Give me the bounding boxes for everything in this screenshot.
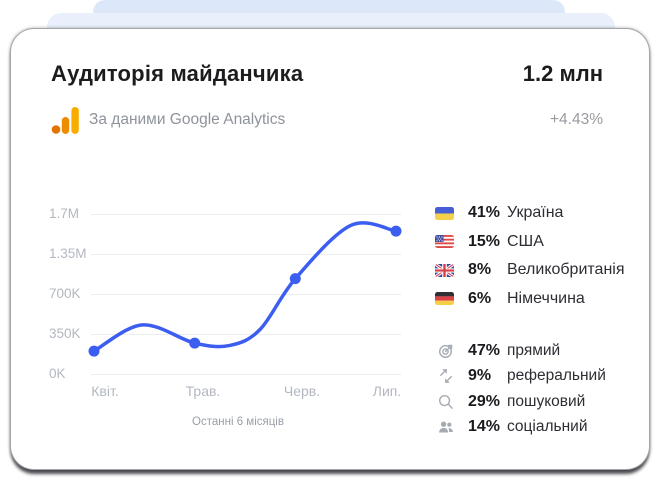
country-percent: 41% xyxy=(468,204,501,222)
chart-caption: Останні 6 місяців xyxy=(192,416,284,428)
chart-point xyxy=(189,337,201,349)
source-name: прямий xyxy=(507,341,561,359)
target-icon xyxy=(438,343,454,359)
country-name: Великобританія xyxy=(507,261,625,279)
country-percent: 8% xyxy=(468,261,492,279)
social-icon xyxy=(438,419,454,435)
x-axis-tick: Черв. xyxy=(283,383,321,399)
y-axis-tick: 1.7M xyxy=(49,206,80,221)
x-axis-tick: Квіт. xyxy=(91,383,119,399)
gridline xyxy=(91,294,401,295)
gridline xyxy=(91,334,401,335)
card-subheader: За даними Google Analytics +4.43% xyxy=(51,105,603,135)
country-percent: 6% xyxy=(468,289,492,307)
country-name: Німеччина xyxy=(507,289,585,307)
uk-flag-icon xyxy=(435,263,454,277)
audience-total-value: 1.2 млн xyxy=(522,61,603,86)
country-percent: 15% xyxy=(468,232,501,250)
chart-point xyxy=(88,345,100,357)
country-name: США xyxy=(507,232,544,250)
audience-card: Аудиторія майданчика 1.2 млн За даними G… xyxy=(10,28,650,470)
source-percent: 47% xyxy=(468,341,501,359)
legend-row-germany: 6% Німеччина xyxy=(435,285,625,314)
legend-row-search: 29% пошуковий xyxy=(435,389,606,415)
data-source: За даними Google Analytics xyxy=(51,106,285,134)
search-icon xyxy=(438,394,454,410)
legend-row-social: 14% соціальний xyxy=(435,415,606,441)
source-name: соціальний xyxy=(507,418,588,436)
referral-icon xyxy=(438,368,454,384)
source-percent: 29% xyxy=(468,392,501,410)
gridline xyxy=(91,214,401,215)
country-name: Україна xyxy=(507,204,564,222)
legend-row-uk: 8% Великобританія xyxy=(435,256,625,285)
traffic-sources-legend: 47% прямий 9% реферальний xyxy=(435,338,606,440)
y-axis-tick: 1.35M xyxy=(49,246,87,261)
legend-row-ukraine: 41% Україна xyxy=(435,199,625,228)
legend-row-referral: 9% реферальний xyxy=(435,364,606,390)
gridline xyxy=(91,374,401,375)
page-title: Аудиторія майданчика xyxy=(51,61,304,86)
countries-legend: 41% Україна 15% США xyxy=(435,199,625,313)
source-name: реферальний xyxy=(507,367,606,385)
gridline xyxy=(91,254,401,255)
y-axis-tick: 0K xyxy=(49,366,66,381)
google-analytics-icon xyxy=(51,106,79,134)
legend-row-usa: 15% США xyxy=(435,228,625,257)
card-header: Аудиторія майданчика 1.2 млн xyxy=(51,61,603,87)
x-axis-tick: Лип. xyxy=(372,383,402,399)
legend-row-direct: 47% прямий xyxy=(435,338,606,364)
source-percent: 14% xyxy=(468,418,501,436)
germany-flag-icon xyxy=(435,292,454,306)
data-source-label: За даними Google Analytics xyxy=(89,111,286,128)
usa-flag-icon xyxy=(435,235,454,249)
chart-point xyxy=(390,225,402,237)
chart-point xyxy=(289,273,301,285)
growth-delta: +4.43% xyxy=(549,111,603,128)
x-axis-tick: Трав. xyxy=(185,383,221,399)
source-percent: 9% xyxy=(468,367,492,385)
y-axis-tick: 350K xyxy=(49,326,81,341)
y-axis-tick: 700K xyxy=(49,286,81,301)
source-name: пошуковий xyxy=(507,392,586,410)
ukraine-flag-icon xyxy=(435,206,454,220)
chart-line xyxy=(92,221,398,353)
